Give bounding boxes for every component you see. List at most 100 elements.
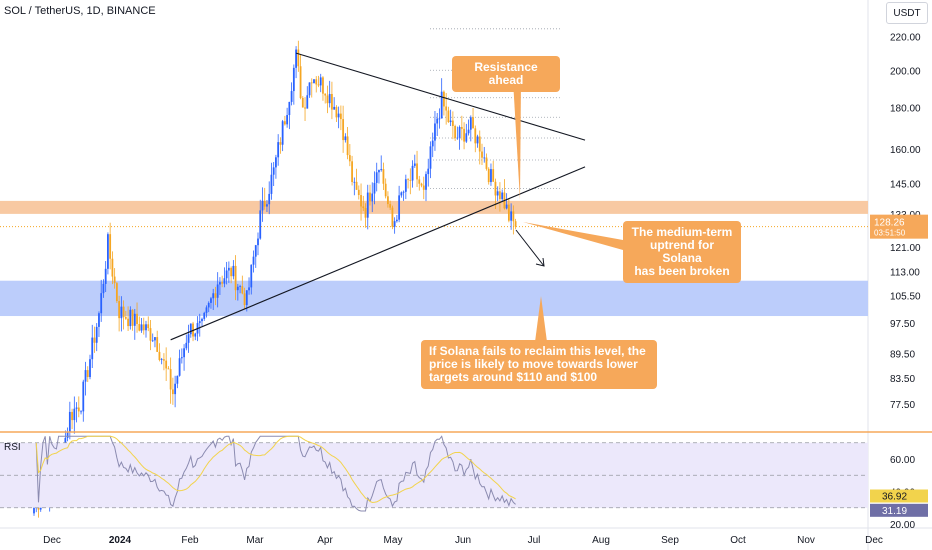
price-tick-label: 220.00 xyxy=(890,33,921,44)
candle-body xyxy=(304,107,306,108)
rsi-ma-label: 36.92 xyxy=(882,492,907,503)
candle-body xyxy=(508,205,510,221)
candle-body xyxy=(322,77,324,93)
candle-body xyxy=(73,409,75,420)
candle-body xyxy=(403,192,405,193)
candle-body xyxy=(259,210,261,238)
candle-body xyxy=(443,92,445,107)
resistance-annotation: Resistance ahead xyxy=(452,56,560,92)
candle-body xyxy=(89,359,91,377)
candle-body xyxy=(340,114,342,119)
price-tick-label: 180.00 xyxy=(890,103,921,114)
price-tick-label: 105.50 xyxy=(890,291,921,302)
candle-body xyxy=(293,68,295,91)
rsi-tick-label: 60.00 xyxy=(890,455,915,466)
candle-body xyxy=(336,107,338,117)
candle-body xyxy=(506,205,508,209)
candle-body xyxy=(344,136,346,140)
candle-body xyxy=(120,307,122,319)
candle-body xyxy=(168,368,170,369)
candle-body xyxy=(492,169,494,182)
candle-body xyxy=(244,293,246,305)
candle-body xyxy=(118,301,120,318)
candle-body xyxy=(474,128,476,143)
price-tick-label: 113.00 xyxy=(890,267,920,278)
price-tick-label: 89.50 xyxy=(890,349,915,360)
candle-body xyxy=(309,82,311,95)
candle-body xyxy=(107,234,109,269)
candle-body xyxy=(185,343,187,348)
candle-body xyxy=(105,269,107,284)
candle-body xyxy=(329,94,331,103)
candle-body xyxy=(188,334,190,343)
candle-body xyxy=(248,287,250,290)
candle-body xyxy=(163,359,165,360)
candle-body xyxy=(468,130,470,134)
time-tick-label: 2024 xyxy=(109,535,132,546)
time-tick-label: Feb xyxy=(181,535,199,546)
candle-body xyxy=(409,180,411,181)
price-tick-label: 160.00 xyxy=(890,145,921,156)
candle-body xyxy=(448,110,450,122)
candle-body xyxy=(441,92,443,119)
time-tick-label: May xyxy=(384,535,403,546)
candle-body xyxy=(219,282,221,284)
candle-body xyxy=(315,79,317,84)
candle-body xyxy=(152,340,154,341)
candle-body xyxy=(434,123,436,140)
candle-body xyxy=(501,193,503,200)
candle-body xyxy=(358,190,360,195)
candle-body xyxy=(176,376,178,384)
candle-body xyxy=(266,204,268,206)
candle-body xyxy=(147,324,149,328)
currency-button[interactable]: USDT xyxy=(886,2,928,24)
candle-body xyxy=(91,338,93,360)
candle-body xyxy=(138,324,140,331)
candle-body xyxy=(297,50,299,67)
candle-body xyxy=(515,221,517,226)
candle-body xyxy=(87,370,89,377)
candle-body xyxy=(432,141,434,147)
candle-body xyxy=(347,136,349,155)
candle-body xyxy=(389,204,391,208)
candle-body xyxy=(80,411,82,412)
candle-body xyxy=(199,321,201,323)
candle-body xyxy=(217,284,219,297)
candle-body xyxy=(98,313,100,327)
candle-body xyxy=(396,220,398,221)
candle-body xyxy=(208,303,210,308)
candle-body xyxy=(141,324,143,330)
price-tick-label: 83.50 xyxy=(890,374,915,385)
candle-body xyxy=(250,265,252,288)
candle-body xyxy=(380,169,382,170)
candle-body xyxy=(253,257,255,265)
price-tick-label: 121.00 xyxy=(890,243,921,254)
candle-body xyxy=(288,102,290,115)
candle-body xyxy=(398,195,400,219)
candle-body xyxy=(338,114,340,118)
candle-body xyxy=(311,82,313,83)
resistance-pointer xyxy=(513,80,521,200)
candle-body xyxy=(275,157,277,167)
candle-body xyxy=(412,166,414,181)
candle-body xyxy=(114,277,116,284)
candle-body xyxy=(436,119,438,124)
candle-body xyxy=(277,142,279,157)
candle-body xyxy=(190,324,192,335)
candle-body xyxy=(112,259,114,277)
candle-body xyxy=(472,117,474,128)
candle-body xyxy=(452,121,454,126)
candle-body xyxy=(201,319,203,321)
candle-body xyxy=(94,338,96,343)
time-tick-label: Aug xyxy=(592,535,610,546)
candle-body xyxy=(280,142,282,145)
price-tick-label: 77.50 xyxy=(890,400,915,411)
candle-body xyxy=(136,314,138,324)
rsi-title: RSI xyxy=(4,442,21,453)
candle-body xyxy=(206,307,208,312)
candle-body xyxy=(450,121,452,122)
candle-body xyxy=(210,298,212,303)
candle-body xyxy=(221,282,223,283)
candle-body xyxy=(445,106,447,110)
price-tick-label: 97.50 xyxy=(890,319,915,330)
